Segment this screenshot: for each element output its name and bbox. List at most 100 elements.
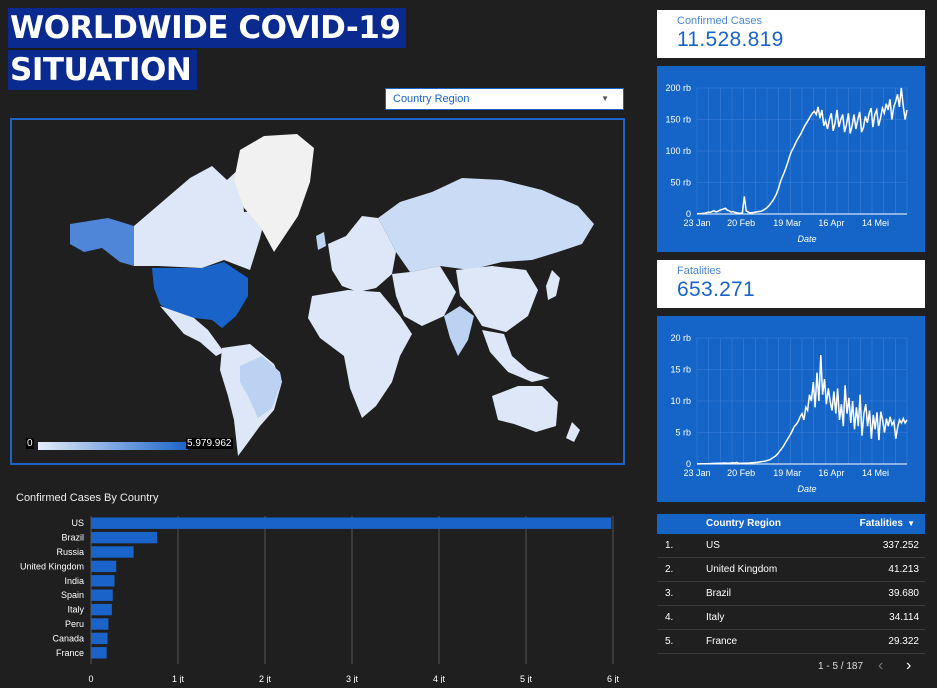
row-fatalities: 337.252 [882,540,919,551]
fatalities-y-tick: 5 rb [675,428,691,438]
fatalities-x-tick: 19 Mar [773,468,801,478]
confirmed-x-tick: 14 Mei [862,218,889,228]
dashboard-title: WORLDWIDE COVID-19 SITUATION [8,8,407,90]
fatalities-label: Fatalities [677,265,722,277]
map-country-china[interactable] [456,266,538,332]
row-fatalities: 34.114 [889,612,919,623]
confirmed-by-country-chart[interactable]: Confirmed Cases By Country 0 1 jt 2 jt 3 jt… [10,488,640,684]
legend-max: 5.979.962 [186,438,233,449]
map-country-brazil[interactable] [240,356,282,418]
bar-us [91,517,612,529]
confirmed-line-svg: 0 50 rb 100 rb 150 rb 200 rb 23 Jan 20 Feb 19 M… [665,83,908,244]
fatalities-y-tick: 0 [686,459,691,469]
map-country-new-zealand[interactable] [566,422,580,442]
bar-category-label: Italy [67,605,84,615]
map-country-greenland[interactable] [234,134,314,252]
fatalities-x-tick: 20 Feb [727,468,755,478]
row-country: US [706,540,720,551]
table-row[interactable]: 3. Brazil 39.680 [657,582,925,606]
map-country-india[interactable] [444,306,474,356]
prev-page-icon[interactable]: ‹ [878,657,884,674]
bar-x-tick: 1 jt [172,674,185,683]
bar-france [91,647,107,659]
bar-brazil [91,531,158,544]
fatalities-x-tick: 14 Mei [862,468,889,478]
row-rank: 2. [665,564,674,575]
fatalities-y-tick: 20 rb [670,333,691,343]
fatalities-line-svg: 0 5 rb 10 rb 15 rb 20 rb 23 Jan 20 Feb 19 Mar 16… [670,333,908,494]
row-rank: 3. [665,588,674,599]
bar-russia [91,546,134,558]
bar-chart-title: Confirmed Cases By Country [16,492,159,504]
map-country-africa[interactable] [308,290,412,418]
confirmed-line-chart[interactable]: 0 50 rb 100 rb 150 rb 200 rb 23 Jan 20 Feb 19 M… [657,66,925,252]
row-fatalities: 29.322 [888,636,919,647]
row-country: Italy [706,612,725,623]
fatalities-x-tick: 23 Jan [683,468,710,478]
fatalities-series-line [697,354,908,465]
map-country-usa[interactable] [152,262,248,328]
column-header-fatalities[interactable]: Fatalities [859,518,903,529]
fatalities-line-chart[interactable]: 0 5 rb 10 rb 15 rb 20 rb 23 Jan 20 Feb 19 Mar 16… [657,316,925,502]
bar-united-kingdom [91,560,117,573]
next-page-icon[interactable]: › [906,657,912,674]
map-country-alaska[interactable] [70,218,134,266]
legend-min: 0 [26,438,34,449]
title-line-2: SITUATION [8,50,198,90]
bar-category-label: Canada [52,633,84,643]
bar-peru [91,618,109,630]
map-country-europe[interactable] [328,216,396,292]
map-country-uk[interactable] [316,232,326,250]
title-line-1: WORLDWIDE COVID-19 [8,8,407,48]
map-country-middle-east[interactable] [392,266,456,326]
map-country-mexico[interactable] [160,306,224,356]
bar-category-label: United Kingdom [20,561,84,571]
row-country: United Kingdom [706,564,778,575]
fatalities-y-tick: 15 rb [670,365,691,375]
bar-chart-svg: 0 1 jt 2 jt 3 jt 4 jt 5 jt 6 jt US Brazil Russia U… [20,516,619,684]
map-country-canada[interactable] [134,166,267,270]
bar-category-label: Russia [56,547,84,557]
row-rank: 4. [665,612,674,623]
confirmed-y-tick: 0 [686,209,691,219]
bar-category-label: Spain [61,590,84,600]
confirmed-x-tick: 19 Mar [773,218,801,228]
fatalities-value: 653.271 [677,278,756,301]
confirmed-cases-value: 11.528.819 [677,28,784,51]
row-rank: 5. [665,636,674,647]
confirmed-y-tick: 150 rb [665,115,691,125]
confirmed-series-line [696,87,908,215]
row-country: France [706,636,738,647]
confirmed-y-tick: 50 rb [670,178,691,188]
table-header: Country Region Fatalities ▼ [657,514,925,534]
legend-gradient [38,442,188,450]
table-row[interactable]: 5. France 29.322 [657,630,925,654]
bar-category-label: France [56,648,84,658]
chevron-down-icon: ▼ [601,94,609,103]
table-row[interactable]: 2. United Kingdom 41.213 [657,558,925,582]
country-region-dropdown[interactable]: Country Region ▼ [385,88,624,110]
map-country-japan[interactable] [546,270,560,300]
sort-desc-icon[interactable]: ▼ [907,519,915,528]
map-country-australia[interactable] [492,386,558,432]
bar-category-label: Peru [65,619,84,629]
row-rank: 1. [665,540,674,551]
fatalities-y-tick: 10 rb [670,396,691,406]
column-header-country[interactable]: Country Region [706,518,781,529]
table-row[interactable]: 4. Italy 34.114 [657,606,925,630]
world-map[interactable]: 0 5.979.962 [10,118,625,465]
confirmed-x-tick: 16 Apr [818,218,844,228]
table-row[interactable]: 1. US 337.252 [657,534,925,558]
fatalities-x-axis-label: Date [797,484,816,494]
dropdown-label: Country Region [393,93,470,105]
map-country-southeast-asia[interactable] [482,330,550,382]
confirmed-y-tick: 200 rb [665,83,691,93]
bar-x-tick: 0 [88,674,93,683]
confirmed-x-axis-label: Date [797,234,816,244]
row-fatalities: 39.680 [888,588,919,599]
bar-x-tick: 5 jt [520,674,533,683]
bar-category-label: India [64,576,84,586]
bar-category-label: Brazil [61,533,84,543]
map-country-russia[interactable] [378,178,594,272]
confirmed-x-tick: 20 Feb [727,218,755,228]
